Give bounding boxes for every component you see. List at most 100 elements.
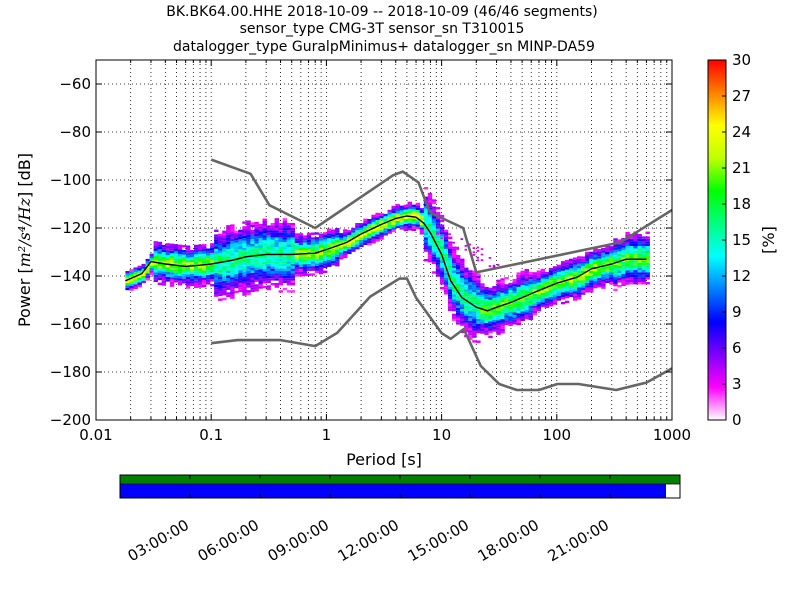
heatmap-cell [573, 274, 578, 277]
heatmap-cell [250, 284, 255, 288]
heatmap-cell [585, 256, 590, 259]
heatmap-cell [452, 241, 455, 244]
heatmap-cell [214, 294, 219, 297]
heatmap-cell [302, 273, 308, 277]
heatmap-cell [468, 277, 473, 280]
heatmap-cell [609, 258, 614, 261]
heatmap-cell [423, 249, 429, 252]
heatmap-cell [314, 263, 320, 266]
heatmap-cell [524, 317, 529, 320]
heatmap-cell [601, 255, 606, 258]
heatmap-cell [593, 252, 598, 255]
heatmap-cell [242, 262, 247, 265]
colorbar-tick-label: 15 [732, 231, 751, 249]
heatmap-cell [476, 250, 480, 252]
heatmap-cell [246, 254, 251, 257]
heatmap-cell [456, 274, 461, 277]
heatmap-cell [617, 265, 622, 269]
heatmap-cell [395, 218, 400, 221]
heatmap-cell [274, 266, 279, 269]
heatmap-cell [391, 227, 396, 230]
heatmap-cell [476, 340, 481, 343]
heatmap-cell [431, 244, 437, 248]
heatmap-cell [173, 277, 179, 281]
heatmap-cell [452, 246, 457, 249]
heatmap-cell [431, 254, 437, 257]
heatmap-cell [621, 257, 626, 260]
heatmap-cell [492, 310, 497, 313]
heatmap-cell [427, 245, 433, 248]
heatmap-cell [238, 256, 243, 259]
heatmap-cell [246, 261, 251, 264]
heatmap-cell [564, 269, 570, 272]
heatmap-cell [165, 252, 171, 256]
heatmap-cell [439, 241, 445, 244]
heatmap-cell [189, 283, 195, 286]
heatmap-cell [298, 259, 304, 262]
heatmap-cell [556, 291, 562, 294]
heatmap-cell [540, 295, 546, 298]
heatmap-cell [464, 286, 469, 290]
heatmap-cell [242, 283, 247, 287]
heatmap-cell [290, 242, 296, 245]
heatmap-cell [427, 197, 433, 200]
heatmap-cell [637, 265, 642, 268]
heatmap-cell [460, 306, 465, 309]
heatmap-cell [387, 226, 392, 229]
heatmap-cell [613, 238, 618, 241]
heatmap-cell [282, 256, 288, 259]
heatmap-cell [605, 247, 610, 250]
heatmap-cell [621, 274, 626, 277]
heatmap-cell [468, 282, 473, 285]
heatmap-cell [625, 275, 630, 278]
heatmap-cell [181, 264, 187, 267]
heatmap-cell [286, 273, 292, 276]
heatmap-cell [266, 251, 271, 255]
heatmap-cell [460, 301, 465, 305]
heatmap-cell [633, 250, 638, 254]
heatmap-cell [185, 271, 191, 275]
heatmap-cell [214, 234, 219, 237]
heatmap-cell [206, 282, 211, 285]
heatmap-cell [351, 227, 356, 231]
heatmap-cell [508, 290, 513, 293]
heatmap-cell [625, 260, 630, 264]
heatmap-cell [246, 292, 251, 295]
heatmap-cell [585, 287, 590, 291]
heatmap-cell [270, 239, 275, 243]
heatmap-cell [323, 256, 328, 259]
heatmap-cell [278, 268, 283, 271]
heatmap-cell [480, 295, 485, 298]
heatmap-cell [234, 242, 239, 246]
heatmap-cell [629, 270, 634, 273]
heatmap-cell [443, 251, 449, 254]
heatmap-cell [488, 290, 493, 293]
heatmap-cell [520, 289, 525, 293]
heatmap-cell [194, 247, 199, 250]
heatmap-cell [480, 328, 485, 332]
heatmap-cell [290, 271, 296, 274]
heatmap-cell [250, 253, 255, 256]
heatmap-cell [258, 264, 263, 268]
heatmap-cell [528, 305, 533, 308]
heatmap-cell [524, 281, 529, 284]
heatmap-cell [629, 253, 634, 256]
heatmap-cell [613, 259, 618, 263]
heatmap-cell [589, 251, 594, 255]
heatmap-cell [254, 286, 259, 290]
heatmap-cell [552, 266, 558, 269]
heatmap-cell [258, 269, 263, 272]
heatmap-cell [222, 290, 227, 293]
heatmap-cell [290, 283, 296, 286]
heatmap-cell [609, 270, 614, 273]
heatmap-cell [589, 266, 594, 269]
heatmap-cell [524, 283, 529, 286]
heatmap-cell [500, 290, 505, 293]
heatmap-cell [524, 285, 529, 289]
heatmap-cell [435, 250, 441, 253]
heatmap-cell [641, 236, 646, 239]
heatmap-cell [347, 244, 352, 247]
heatmap-cell [327, 254, 332, 258]
heatmap-cell [141, 275, 146, 279]
heatmap-cell [407, 218, 412, 221]
